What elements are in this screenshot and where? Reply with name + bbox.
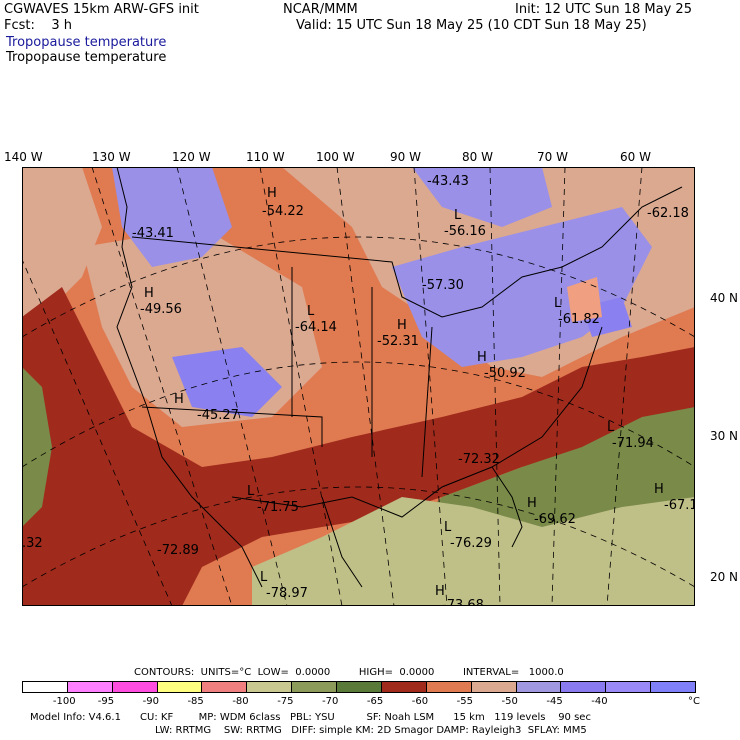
colorbar-unit: °C <box>688 696 700 707</box>
field-region-blue <box>172 347 282 417</box>
field-region-lavender <box>112 167 232 267</box>
model-info: Model Info: V4.6.1 CU: KF MP: WDM 6class… <box>30 712 591 723</box>
colorbar-label: -95 <box>97 696 115 707</box>
colorbar-label: -40 <box>591 696 608 707</box>
colorbar-swatch <box>380 681 427 693</box>
lat-lon-grid <box>22 167 695 606</box>
colorbar-swatch <box>156 681 203 693</box>
field-region-darkred <box>22 287 695 606</box>
colorbar-swatch <box>111 681 158 693</box>
lat-label: 40 N <box>709 291 738 305</box>
lat-label: 20 N <box>709 570 738 584</box>
colorbar-swatch <box>650 681 696 693</box>
field-region-olive <box>22 367 52 527</box>
map-label: H -54.22 <box>262 186 304 219</box>
map-label: L -61.82 <box>554 296 600 327</box>
contour-info: CONTOURS: UNITS=°C LOW= 0.0000 HIGH= 0.0… <box>134 667 564 678</box>
map-frame <box>22 167 695 606</box>
lon-label: 110 W <box>246 150 285 164</box>
map-label: -43.43 <box>427 174 469 189</box>
colorbar-label: -55 <box>456 696 473 707</box>
colorbar-label: -100 <box>52 696 76 707</box>
map-label: H -69.62 <box>527 496 576 527</box>
field-region-khaki <box>252 497 695 606</box>
colorbar-swatch <box>515 681 562 693</box>
field-region-pink <box>567 277 602 322</box>
colorbar-swatch <box>291 681 338 693</box>
lon-label: 130 W <box>92 150 131 164</box>
map-label: H-45.27 <box>174 392 239 423</box>
colorbar-swatch <box>246 681 293 693</box>
map-label: -57.30 <box>422 278 464 293</box>
map-label: L -78.97 <box>260 570 308 601</box>
physics-info: LW: RRTMG SW: RRTMG DIFF: simple KM: 2D … <box>155 725 587 736</box>
field-region-lavender <box>392 207 652 367</box>
lon-label: 70 W <box>537 150 568 164</box>
lon-label: 120 W <box>172 150 211 164</box>
valid-time: Valid: 15 UTC Sun 18 May 25 (10 CDT Sun … <box>296 18 647 33</box>
field-title-color: Tropopause temperature <box>6 35 167 50</box>
forecast-hour: Fcst: 3 h <box>4 18 73 33</box>
map-label: H-67.1 <box>654 482 695 513</box>
map-label: H -49.56 <box>140 286 182 317</box>
lon-label: 90 W <box>390 150 421 164</box>
colorbar-label: -60 <box>411 696 429 707</box>
map-label: -62.18 <box>647 206 689 221</box>
colorbar-swatch <box>22 681 68 693</box>
colorbar-label: -70 <box>322 696 339 707</box>
field-region-lavender <box>412 167 552 227</box>
colorbar-swatch <box>605 681 652 693</box>
org-label: NCAR/MMM <box>283 2 358 17</box>
map-label: H -73.68 <box>435 584 484 606</box>
map-label: H -52.31 <box>377 318 419 349</box>
map-label: L -76.29 <box>444 520 492 551</box>
lat-label: 30 N <box>709 429 738 443</box>
map-label: -43.41 <box>132 226 174 241</box>
coastlines <box>116 167 683 588</box>
colorbar-label: -45 <box>546 696 563 707</box>
colorbar-label: -90 <box>142 696 159 707</box>
map-label: -72.32 <box>458 452 500 467</box>
map-label: H -50.92 <box>477 350 526 381</box>
model-title: CGWAVES 15km ARW-GFS init <box>4 2 199 17</box>
field-region-salmon <box>22 167 102 327</box>
colorbar-swatch <box>425 681 472 693</box>
lon-label: 140 W <box>4 150 43 164</box>
colorbar-swatch <box>470 681 517 693</box>
colorbar-label: -50 <box>501 696 518 707</box>
lon-label: 100 W <box>316 150 355 164</box>
weather-map: H -54.22 -43.43 L -56.16 -62.18 -43.41 H -4… <box>22 167 695 606</box>
lon-label: 80 W <box>462 150 493 164</box>
colorbar-swatch <box>336 681 382 693</box>
colorbar-label: -75 <box>277 696 294 707</box>
colorbar-label: -80 <box>232 696 249 707</box>
colorbar-swatch <box>66 681 113 693</box>
map-label: L -56.16 <box>444 208 486 239</box>
colorbar-label: -85 <box>187 696 204 707</box>
field-title: Tropopause temperature <box>6 50 167 65</box>
colorbar-swatch <box>201 681 248 693</box>
colorbar-swatch <box>560 681 607 693</box>
init-time: Init: 12 UTC Sun 18 May 25 <box>515 2 692 17</box>
map-label: L -64.14 <box>295 304 337 335</box>
map-label: L-71.75 <box>247 484 299 515</box>
colorbar-label: -65 <box>366 696 384 707</box>
map-label: .32 <box>22 536 43 551</box>
map-label: -72.89 <box>157 543 199 558</box>
map-label: L -71.94 <box>607 420 654 451</box>
lon-label: 60 W <box>620 150 651 164</box>
